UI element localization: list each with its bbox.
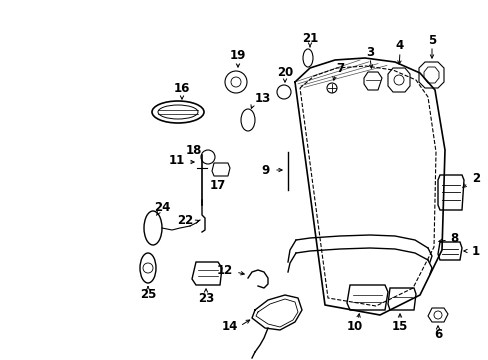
Text: 9: 9 — [261, 163, 269, 176]
Text: 16: 16 — [173, 81, 190, 95]
Text: 5: 5 — [427, 33, 435, 46]
Text: 4: 4 — [395, 39, 403, 51]
Text: 17: 17 — [209, 179, 225, 192]
Text: 13: 13 — [254, 91, 271, 104]
Text: 20: 20 — [276, 66, 292, 78]
Text: 10: 10 — [346, 320, 363, 333]
Text: 14: 14 — [221, 320, 238, 333]
Text: 7: 7 — [335, 62, 344, 75]
Text: 3: 3 — [365, 45, 373, 59]
Text: 2: 2 — [471, 171, 479, 185]
Text: 19: 19 — [229, 49, 245, 62]
Text: 15: 15 — [391, 320, 407, 333]
Text: 12: 12 — [216, 264, 232, 276]
Text: 6: 6 — [433, 328, 441, 342]
Text: 8: 8 — [449, 231, 457, 244]
Text: 23: 23 — [198, 292, 214, 305]
Text: 25: 25 — [140, 288, 156, 302]
Text: 24: 24 — [154, 201, 170, 213]
Text: 11: 11 — [168, 153, 184, 166]
Text: 22: 22 — [176, 213, 193, 226]
Text: 18: 18 — [185, 144, 202, 157]
Text: 1: 1 — [471, 244, 479, 257]
Text: 21: 21 — [301, 32, 318, 45]
